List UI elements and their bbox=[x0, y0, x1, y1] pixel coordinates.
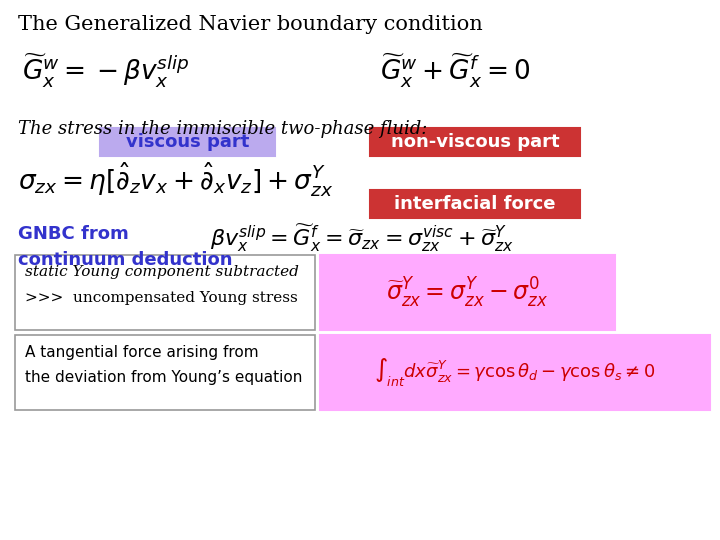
Text: $\widetilde{G}^{w}_{x} + \widetilde{G}^{f}_{x} = 0$: $\widetilde{G}^{w}_{x} + \widetilde{G}^{… bbox=[380, 52, 531, 90]
Text: viscous part: viscous part bbox=[126, 133, 249, 151]
Text: The stress in the immiscible two-phase fluid:: The stress in the immiscible two-phase f… bbox=[18, 120, 428, 138]
Bar bbox=[100, 128, 275, 156]
Text: non-viscous part: non-viscous part bbox=[391, 133, 559, 151]
Bar bbox=[15, 335, 315, 410]
Bar bbox=[370, 190, 580, 218]
Text: >>>  uncompensated Young stress: >>> uncompensated Young stress bbox=[25, 291, 298, 305]
Text: $\widetilde{\sigma}^{Y}_{zx} = \sigma^{Y}_{zx} - \sigma^{0}_{zx}$: $\widetilde{\sigma}^{Y}_{zx} = \sigma^{Y… bbox=[387, 275, 549, 309]
Text: $\beta v^{slip}_{x} = \widetilde{G}^{f}_{x} = \widetilde{\sigma}_{zx} = \sigma^{: $\beta v^{slip}_{x} = \widetilde{G}^{f}_… bbox=[210, 222, 514, 254]
Text: the deviation from Young’s equation: the deviation from Young’s equation bbox=[25, 370, 302, 385]
Bar bbox=[320, 335, 710, 410]
Text: A tangential force arising from: A tangential force arising from bbox=[25, 345, 258, 360]
Text: $\int_{int} dx\widetilde{\sigma}^{Y}_{zx} = \gamma\cos\theta_d - \gamma\cos\thet: $\int_{int} dx\widetilde{\sigma}^{Y}_{zx… bbox=[374, 356, 656, 388]
Text: interfacial force: interfacial force bbox=[395, 195, 556, 213]
Bar bbox=[370, 128, 580, 156]
Bar bbox=[320, 255, 615, 330]
Text: The Generalized Navier boundary condition: The Generalized Navier boundary conditio… bbox=[18, 15, 482, 34]
Text: $\widetilde{G}^{w}_{x} = -\beta v^{slip}_{x}$: $\widetilde{G}^{w}_{x} = -\beta v^{slip}… bbox=[22, 52, 190, 90]
Text: static Young component subtracted: static Young component subtracted bbox=[25, 265, 299, 279]
Text: $\sigma_{zx} = \eta[\hat{\partial}_z v_x + \hat{\partial}_x v_z] + \sigma^{Y}_{z: $\sigma_{zx} = \eta[\hat{\partial}_z v_x… bbox=[18, 160, 333, 199]
Bar bbox=[15, 255, 315, 330]
Text: GNBC from
continuum deduction: GNBC from continuum deduction bbox=[18, 225, 233, 269]
